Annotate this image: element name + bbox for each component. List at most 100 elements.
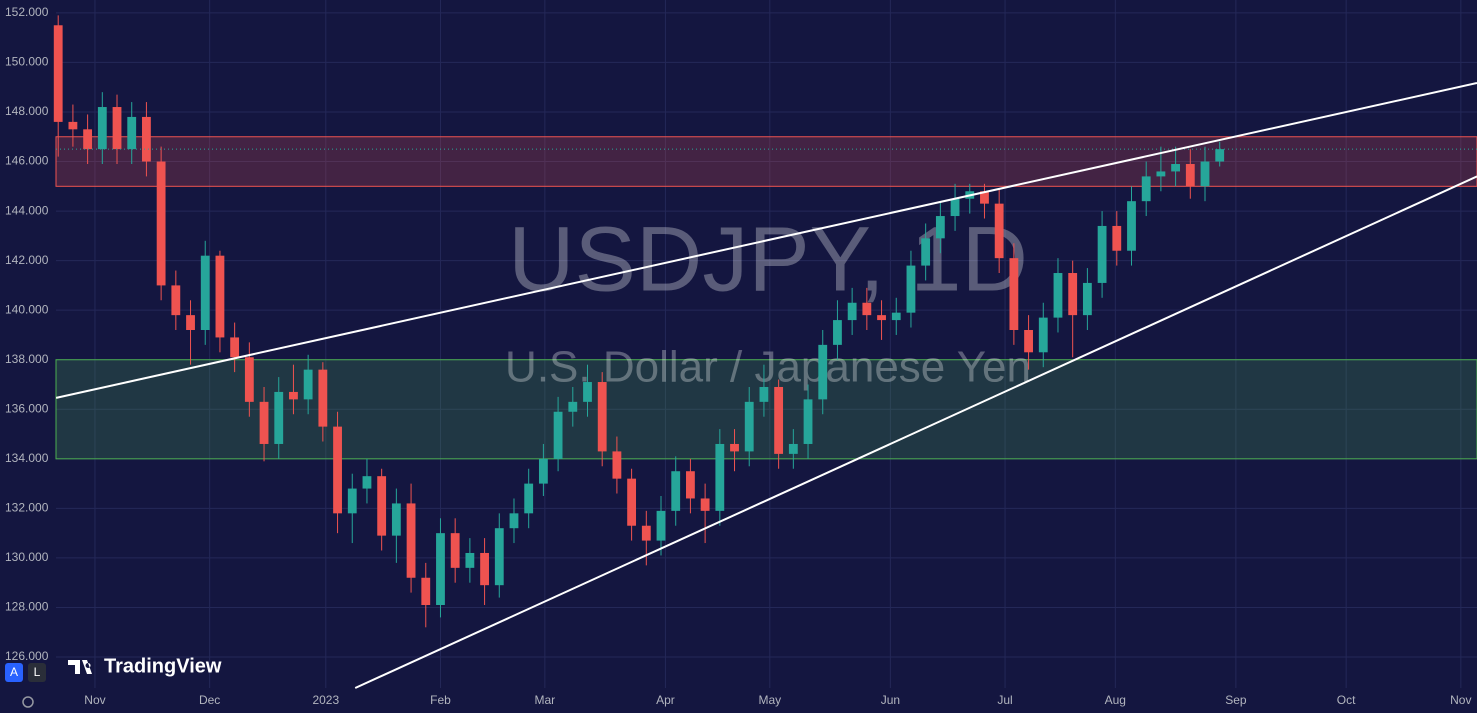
candle-body [818,344,828,400]
x-tick-label: Nov [1450,693,1471,707]
candle-body [142,116,151,162]
candle-body [877,315,886,321]
y-tick-label: 146.000 [5,154,49,168]
candle-body [759,386,769,402]
x-tick-label: 2023 [312,693,339,707]
candle-body [700,498,710,511]
watermark-subtitle: U.S. Dollar / Japanese Yen [505,343,1031,392]
candle-body [1171,164,1181,172]
x-tick-label: Jun [881,693,900,707]
candle-body [656,510,666,541]
candle-body [1097,225,1107,283]
trendlines [55,82,1477,689]
candle-body [186,315,195,331]
candle-body [347,488,357,514]
candle-body [333,426,342,514]
x-tick-label: Nov [84,693,105,707]
candle-body [171,285,181,316]
candle-body [994,203,1004,259]
candle-body [1068,273,1078,316]
zone [55,359,1477,460]
candle-body [730,443,739,452]
candle-body [538,458,548,484]
y-tick-label: 138.000 [5,352,49,366]
candle-body [774,386,784,454]
zones [55,136,1477,460]
candle-body [156,161,166,286]
candle-body [112,107,122,150]
candle-body [597,382,607,452]
candle-body [583,382,592,402]
auto-button[interactable] [5,663,23,682]
brand: TradingView [104,655,222,677]
log-button[interactable] [28,663,46,682]
candle-body [686,471,695,499]
candle-body [568,401,578,412]
candle-body [671,471,681,511]
y-tick-label: 140.000 [5,302,49,316]
trendline [354,175,1477,689]
candle-body [318,369,328,427]
y-tick-label: 136.000 [5,401,49,415]
y-tick-label: 142.000 [5,253,49,267]
y-tick-label: 130.000 [5,550,49,564]
settings-icon[interactable] [22,696,34,708]
candle-body [980,191,989,204]
candle-body [1200,161,1210,187]
grid [56,0,1477,688]
x-tick-label: Aug [1105,693,1126,707]
candle-body [509,513,519,529]
candle-body [97,107,107,150]
candle-body [200,255,210,331]
candle-body [921,238,931,266]
y-tick-label: 134.000 [5,451,49,465]
candle-body [436,533,445,606]
candle-body [244,357,254,402]
candle-body [1215,149,1225,162]
candle-body [612,451,622,479]
y-tick-label: 132.000 [5,501,49,515]
candle-body [230,337,240,358]
candle-body [1024,330,1033,353]
y-tick-label: 128.000 [5,600,49,614]
logo: TradingView [68,655,222,677]
candles [53,15,1477,628]
candle-body [1112,225,1122,251]
candle-body [1127,201,1136,251]
candle-body [127,116,137,150]
candle-body [377,476,387,536]
y-tick-label: 150.000 [5,55,49,69]
candle-body [1082,282,1092,316]
y-tick-label: 144.000 [5,203,49,217]
candle-body [1053,273,1063,318]
candle-body [480,552,489,586]
candle-body [906,265,916,313]
candle-body [494,528,504,586]
candle-body [1141,176,1151,202]
candle-body [641,525,651,541]
candle-body [259,401,269,444]
candle-body [465,552,475,568]
x-tick-label: Jul [997,693,1012,707]
candle-body [83,129,93,150]
axes: 126.000 128.000 130.000 132.000 134.000 136.0… [5,5,1471,707]
candle-body [847,302,857,321]
y-tick-label: 126.000 [5,649,49,663]
candle-body [803,399,813,444]
zone [55,136,1477,187]
candle-body [715,443,725,511]
logo-icon [68,660,92,674]
candle-body [891,312,901,321]
y-tick-label: 148.000 [5,104,49,118]
log-button-label[interactable]: L [34,665,41,679]
trendline [55,82,1477,399]
auto-button-label[interactable]: A [10,665,18,679]
candle-body [68,121,78,130]
candle-body [862,302,872,316]
candle-body [303,369,313,400]
candle-body [406,503,416,578]
x-tick-label: Sep [1225,693,1247,707]
candle-body [1038,317,1048,353]
